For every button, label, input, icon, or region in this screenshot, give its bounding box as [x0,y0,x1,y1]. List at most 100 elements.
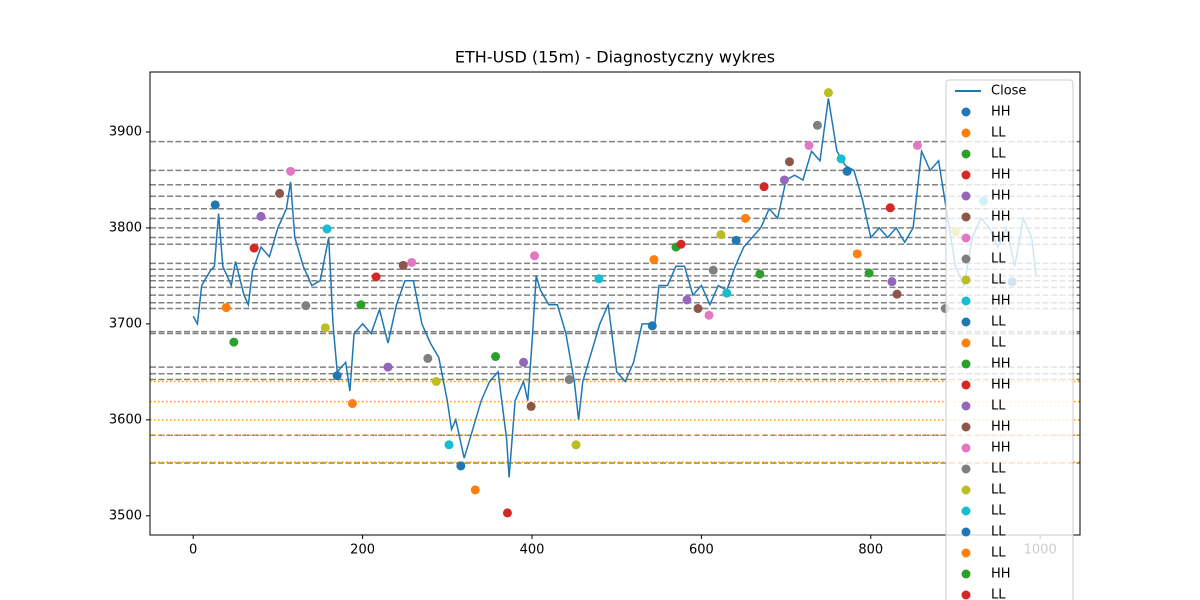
legend-swatch [961,170,971,180]
legend-label: Close [991,84,1026,99]
pivot-point [755,269,765,279]
legend-label: HH [991,441,1011,456]
pivot-point [371,272,381,282]
pivot-point [210,200,220,210]
pivot-point [885,203,895,213]
pivot-point [812,120,822,130]
pivot-point [693,304,703,314]
pivot-point [470,485,480,495]
pivot-point [519,357,529,367]
legend-swatch [961,401,971,411]
legend-swatch [961,359,971,369]
legend-swatch [961,128,971,138]
pivot-point [740,213,750,223]
pivot-point [322,224,332,234]
y-tick-label: 3800 [109,220,142,235]
pivot-point [804,140,814,150]
legend-label: HH [991,189,1011,204]
legend-label: HH [991,294,1011,309]
legend-label: LL [991,504,1006,519]
legend-label: HH [991,210,1011,225]
pivot-point [229,337,239,347]
chart-title: ETH-USD (15m) - Diagnostyczny wykres [455,48,775,67]
x-tick-label: 0 [189,543,197,558]
legend-swatch [961,254,971,264]
legend-label: LL [991,483,1006,498]
legend-swatch [961,527,971,537]
pivot-point [249,243,259,253]
legend-label: LL [991,546,1006,561]
pivot-point [383,362,393,372]
legend-swatch [961,590,971,600]
pivot-point [456,461,466,471]
pivot-point [676,239,686,249]
pivot-point [256,211,266,221]
legend-label: HH [991,567,1011,582]
pivot-point [530,251,540,261]
pivot-point [491,352,501,362]
pivot-point [320,323,330,333]
pivot-point [356,300,366,310]
pivot-point [892,289,902,299]
close-line [192,98,1037,478]
x-tick-label: 600 [689,543,714,558]
legend-swatch [961,296,971,306]
pivot-point [836,154,846,164]
pivot-point [649,255,659,265]
legend-swatch [961,443,971,453]
legend-label: LL [991,588,1006,600]
pivot-point [571,440,581,450]
legend-label: HH [991,378,1011,393]
pivot-point [564,375,574,385]
legend-label: LL [991,315,1006,330]
legend-label: LL [991,273,1006,288]
y-tick-label: 3900 [109,124,142,139]
pivot-point [682,295,692,305]
pivot-point [444,440,454,450]
pivot-point [332,371,342,381]
pivot-point [275,188,285,198]
pivot-point [852,249,862,259]
legend-swatch [961,191,971,201]
legend-label: HH [991,231,1011,246]
pivot-point [887,277,897,287]
pivot-point [647,321,657,331]
x-tick-label: 200 [350,543,375,558]
pivot-point [704,310,714,320]
pivot-point [708,265,718,275]
legend-swatch [961,506,971,516]
legend-label: LL [991,525,1006,540]
legend-box [945,79,1074,600]
legend-swatch [961,485,971,495]
legend-label: HH [991,357,1011,372]
legend-label: LL [991,126,1006,141]
pivot-point [784,157,794,167]
legend-swatch [961,548,971,558]
plot-frame [149,71,1081,536]
pivot-point [347,399,357,409]
pivot-point [722,288,732,298]
pivot-point [407,257,417,267]
legend-swatch [961,338,971,348]
legend-swatch [961,569,971,579]
legend-swatch [961,275,971,285]
y-tick-label: 3700 [109,316,142,331]
pivot-point [286,166,296,176]
legend-label: HH [991,168,1011,183]
legend-label: LL [991,462,1006,477]
legend-swatch [961,212,971,222]
legend-swatch [961,233,971,243]
pivot-point [842,166,852,176]
y-tick-label: 3500 [109,508,142,523]
legend-label: HH [991,420,1011,435]
pivot-point [864,268,874,278]
y-tick-label: 3600 [109,412,142,427]
legend-label: HH [991,105,1011,120]
pivot-point [716,230,726,240]
legend-label: LL [991,399,1006,414]
pivot-point [759,182,769,192]
legend-swatch [961,149,971,159]
legend-swatch [961,317,971,327]
legend-swatch [961,107,971,117]
